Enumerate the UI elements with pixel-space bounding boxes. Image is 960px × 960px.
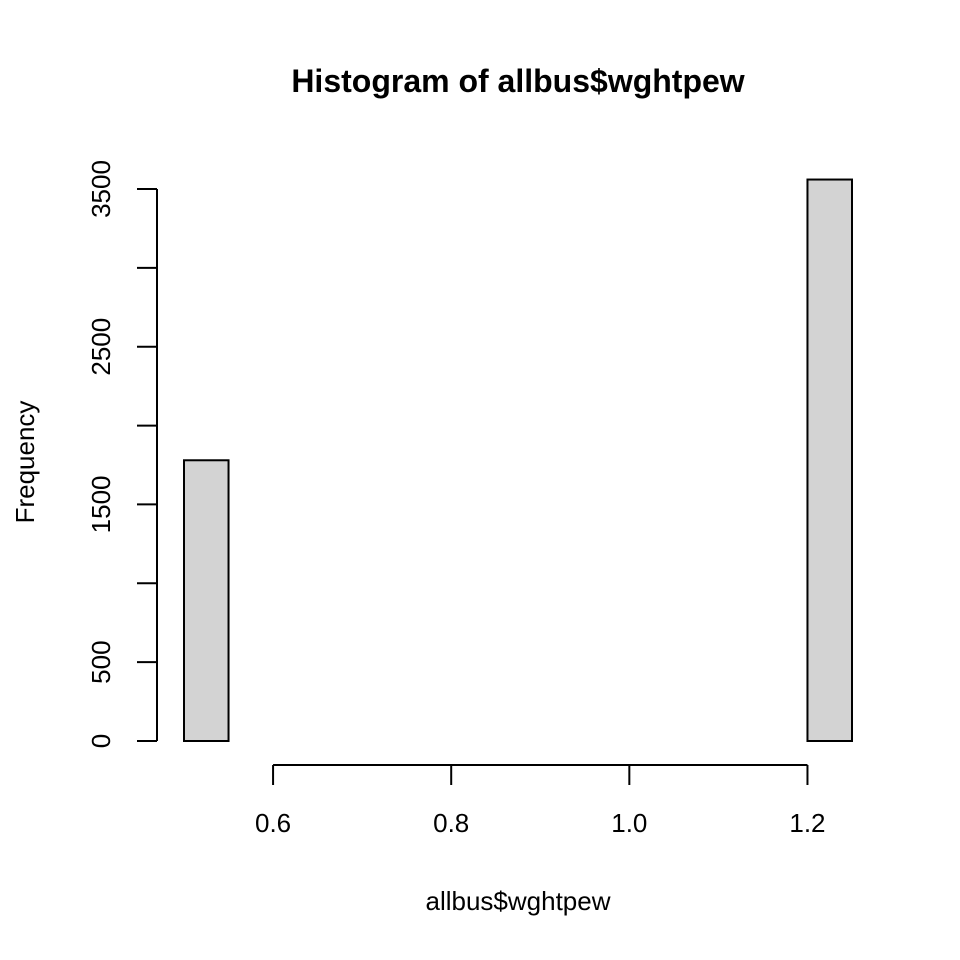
y-axis-label: Frequency <box>10 401 40 524</box>
y-tick-label: 500 <box>86 640 116 683</box>
y-tick-label: 2500 <box>86 318 116 376</box>
y-tick-label: 0 <box>86 734 116 748</box>
x-axis: 0.6 0.8 1.0 1.2 <box>255 764 826 838</box>
x-tick-label: 0.6 <box>255 808 291 838</box>
histogram-bar <box>806 178 854 742</box>
x-tick-label: 0.8 <box>433 808 469 838</box>
y-tick-label: 3500 <box>86 160 116 218</box>
x-tick-label: 1.0 <box>611 808 647 838</box>
x-axis-label: allbus$wghtpew <box>425 886 610 916</box>
x-tick-label: 1.2 <box>789 808 825 838</box>
chart-title: Histogram of allbus$wghtpew <box>291 63 744 99</box>
y-axis: 0 500 1500 2500 3500 <box>86 160 158 748</box>
bars-layer <box>183 178 854 742</box>
y-tick-label: 1500 <box>86 476 116 534</box>
histogram-bar <box>183 459 230 742</box>
